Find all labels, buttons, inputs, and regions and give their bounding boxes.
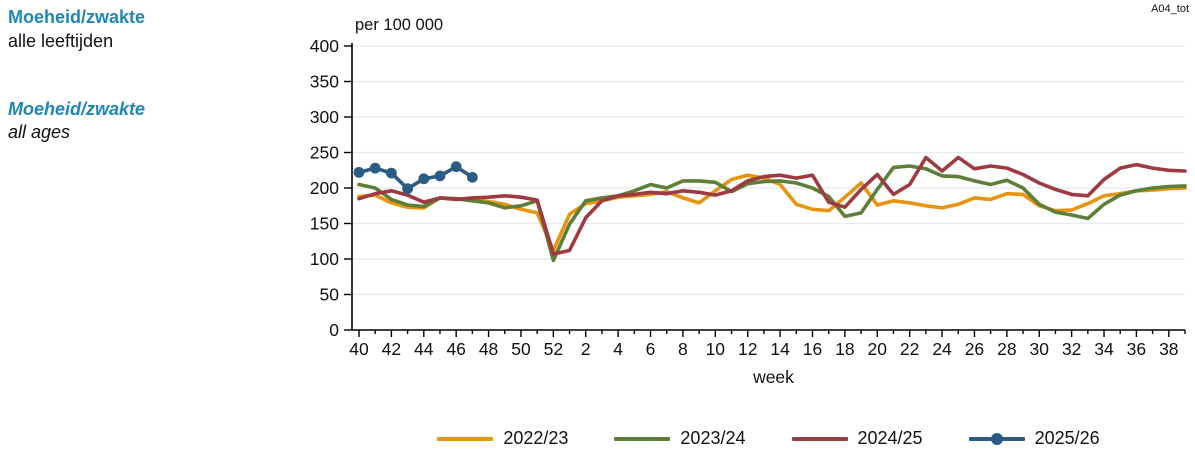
x-tick-label: 36 (1127, 339, 1146, 359)
title-block: Moeheid/zwakte alle leeftijden Moeheid/z… (8, 6, 145, 145)
data-point-marker (450, 161, 462, 173)
x-tick-label: 6 (646, 339, 656, 359)
chart-title-english: Moeheid/zwakte (8, 98, 146, 119)
y-axis-ticks: 0 50 100 150 200 250 300 350 400 (310, 36, 352, 340)
y-tick-label: 100 (310, 249, 339, 269)
x-tick-label: 44 (414, 339, 434, 359)
series-2024-25 (357, 155, 1187, 256)
y-tick-label: 200 (310, 178, 339, 198)
data-point-marker (434, 170, 446, 182)
x-tick-label: 12 (738, 339, 757, 359)
legend-item-2025-26: 2025/26 (968, 428, 1100, 449)
data-point-marker (353, 166, 365, 178)
data-point-marker (385, 167, 397, 179)
data-point-marker (466, 171, 478, 183)
x-tick-label: 10 (706, 339, 726, 359)
x-tick-label: 26 (965, 339, 984, 359)
x-tick-label: 32 (1062, 339, 1081, 359)
legend-swatch (614, 436, 671, 441)
y-tick-label: 350 (310, 72, 339, 92)
legend-label: 2023/24 (680, 428, 746, 448)
x-tick-label: 48 (479, 339, 498, 359)
x-tick-label: 16 (803, 339, 822, 359)
x-tick-label: 24 (932, 339, 952, 359)
x-tick-label: 4 (613, 339, 623, 359)
legend-item-2022-23: 2022/23 (437, 428, 568, 449)
chart-code-annotation: A04_tot (1151, 3, 1189, 15)
y-axis-title: per 100 000 (355, 16, 443, 34)
y-tick-label: 0 (329, 320, 339, 340)
legend-swatch (437, 436, 494, 441)
y-tick-label: 300 (310, 107, 339, 127)
legend-swatch (791, 436, 848, 441)
x-tick-label: 34 (1094, 339, 1114, 359)
chart-title-dutch: Moeheid/zwakte (8, 7, 146, 27)
x-tick-label: 2 (581, 339, 591, 359)
x-tick-label: 52 (544, 339, 563, 359)
x-tick-label: 30 (1030, 339, 1050, 359)
chart-subtitle-english: all ages (8, 122, 71, 143)
y-tick-label: 50 (320, 285, 340, 305)
x-tick-label: 40 (349, 339, 369, 359)
x-tick-label: 38 (1159, 339, 1178, 359)
x-tick-label: 20 (868, 339, 888, 359)
legend-label: 2025/26 (1034, 428, 1100, 448)
legend-item-2024-25: 2024/25 (791, 428, 923, 449)
legend-swatch (968, 432, 1025, 445)
data-point-marker (418, 173, 430, 185)
legend-marker-dot (990, 432, 1003, 445)
x-tick-label: 28 (997, 339, 1016, 359)
y-tick-label: 400 (310, 36, 339, 56)
data-point-marker (369, 162, 381, 174)
x-tick-label: 22 (900, 339, 919, 359)
x-tick-label: 50 (511, 339, 531, 359)
legend-item-2023-24: 2023/24 (614, 428, 746, 449)
x-tick-label: 8 (678, 339, 688, 359)
x-axis-ticks: 40 42 44 46 48 50 52 2 4 6 8 10 12 14 16 18 20 22 24 26 28 30… (349, 330, 1186, 359)
data-point-marker (402, 183, 413, 195)
series-2023-24 (357, 164, 1187, 263)
x-tick-label: 14 (770, 339, 790, 359)
legend-label: 2024/25 (857, 428, 923, 448)
legend-label: 2022/23 (503, 428, 569, 448)
x-tick-label: 18 (835, 339, 854, 359)
y-tick-label: 150 (310, 214, 339, 234)
axes (351, 43, 1185, 331)
x-tick-label: 46 (446, 339, 465, 359)
x-tick-label: 42 (382, 339, 401, 359)
series-2025-26 (353, 161, 478, 195)
gridlines (352, 45, 1185, 296)
x-axis-title: week (752, 367, 794, 387)
chart-legend: 2022/23 2023/24 2024/25 2025/26 (352, 428, 1185, 449)
chart-subtitle-dutch: alle leeftijden (8, 30, 114, 51)
y-tick-label: 250 (310, 143, 339, 163)
